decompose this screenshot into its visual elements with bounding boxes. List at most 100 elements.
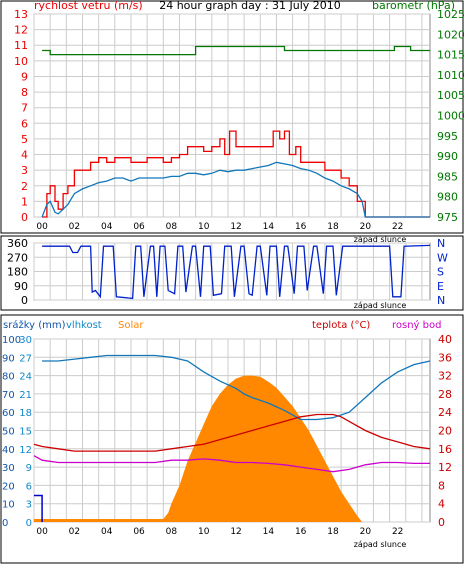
hour-tick-label: 08 bbox=[166, 222, 178, 232]
pressure-tick-label: 995 bbox=[437, 130, 458, 143]
pressure-tick-label: 1015 bbox=[437, 49, 464, 62]
hour-tick-label: 12 bbox=[230, 222, 241, 232]
legend-rain: srážky (mm) bbox=[3, 319, 66, 331]
hour-tick-label: 16 bbox=[295, 222, 307, 232]
humidity-tick-label: 0 bbox=[26, 518, 32, 529]
solar-area bbox=[34, 375, 430, 522]
hour-tick-label: 00 bbox=[36, 222, 48, 232]
rain-tick-label: 60 bbox=[2, 408, 15, 419]
humidity-line bbox=[42, 354, 431, 421]
hour-tick-label: 06 bbox=[133, 527, 145, 537]
rain-tick-label: 0 bbox=[2, 518, 8, 529]
panel-wind-grid bbox=[33, 13, 431, 218]
pressure-tick-label: 1000 bbox=[437, 110, 464, 123]
temperature-tick-label: 8 bbox=[438, 479, 445, 492]
wind-axis-label: rychlost vetru (m/s) bbox=[34, 0, 143, 12]
hour-tick-label: 04 bbox=[101, 222, 113, 232]
pressure-tick-label: 1010 bbox=[437, 69, 464, 82]
hour-tick-label: 12 bbox=[230, 527, 241, 537]
rain-tick-label: 10 bbox=[2, 500, 15, 511]
rain-tick-label: 100 bbox=[2, 335, 21, 346]
pressure-tick-label: 980 bbox=[437, 191, 458, 204]
wind-tick-label: 2 bbox=[21, 180, 28, 193]
direction-tick-label: 0 bbox=[21, 294, 28, 307]
wind-tick-label: 0 bbox=[21, 211, 28, 224]
humidity-tick-label: 9 bbox=[26, 463, 32, 474]
humidity-tick-label: 18 bbox=[19, 408, 32, 419]
compass-tick-label: E bbox=[437, 280, 444, 293]
humidity-tick-label: 3 bbox=[26, 500, 32, 511]
compass-tick-label: N bbox=[437, 294, 445, 307]
direction-tick-label: 270 bbox=[7, 251, 28, 264]
pressure-tick-label: 990 bbox=[437, 150, 458, 163]
hour-tick-label: 18 bbox=[327, 527, 339, 537]
direction-tick-label: 360 bbox=[7, 237, 28, 250]
wind-direction-line bbox=[42, 244, 431, 300]
wind-tick-label: 4 bbox=[21, 149, 28, 162]
temperature-tick-label: 12 bbox=[438, 461, 452, 474]
hour-tick-label: 02 bbox=[69, 222, 80, 232]
wind-tick-label: 6 bbox=[21, 117, 28, 130]
hour-tick-label: 20 bbox=[360, 527, 372, 537]
humidity-tick-label: 6 bbox=[26, 481, 32, 492]
rain-tick-label: 30 bbox=[2, 463, 15, 474]
panel-wind-frame bbox=[0, 0, 464, 234]
compass-tick-label: N bbox=[437, 237, 445, 250]
sunset-label: západ slunce bbox=[354, 301, 407, 310]
hour-tick-label: 06 bbox=[133, 222, 145, 232]
hour-tick-label: 14 bbox=[263, 527, 275, 537]
direction-tick-label: 90 bbox=[14, 280, 28, 293]
humidity-tick-label: 21 bbox=[19, 390, 32, 401]
temperature-tick-label: 20 bbox=[438, 425, 452, 438]
sunset-label: západ slunce bbox=[354, 235, 407, 244]
hour-tick-label: 22 bbox=[392, 527, 403, 537]
hour-tick-label: 18 bbox=[327, 222, 339, 232]
temperature-tick-label: 40 bbox=[438, 333, 452, 346]
hour-tick-label: 20 bbox=[360, 222, 372, 232]
hour-tick-label: 02 bbox=[69, 527, 80, 537]
axis-labels: 0123456789101112139759809859909951000100… bbox=[2, 8, 464, 549]
humidity-tick-label: 12 bbox=[19, 445, 32, 456]
panel-rain-grid bbox=[33, 338, 431, 523]
temperature-tick-label: 28 bbox=[438, 388, 452, 401]
humidity-tick-label: 27 bbox=[19, 353, 32, 364]
temperature-tick-label: 36 bbox=[438, 351, 452, 364]
wind-speed-line bbox=[41, 161, 430, 218]
rain-tick-label: 70 bbox=[2, 390, 15, 401]
panel-rain-frame bbox=[0, 314, 464, 564]
pressure-tick-label: 985 bbox=[437, 170, 458, 183]
wind-tick-label: 9 bbox=[21, 70, 28, 83]
direction-tick-label: 180 bbox=[7, 266, 28, 279]
pressure-axis-label: barometr (hPa) bbox=[372, 0, 455, 12]
panel-direction-series bbox=[42, 244, 431, 300]
hour-tick-label: 22 bbox=[392, 222, 403, 232]
wind-tick-label: 1 bbox=[21, 195, 28, 208]
rain-tick-label: 50 bbox=[2, 427, 15, 438]
legend-temperature: teplota (°C) bbox=[312, 320, 370, 331]
wind-tick-label: 11 bbox=[14, 39, 28, 52]
hour-tick-label: 14 bbox=[263, 222, 275, 232]
pressure-tick-label: 1025 bbox=[437, 8, 464, 21]
wind-gust-line bbox=[42, 130, 430, 218]
wind-tick-label: 12 bbox=[14, 24, 28, 37]
hour-tick-label: 04 bbox=[101, 527, 113, 537]
wind-tick-label: 3 bbox=[21, 164, 28, 177]
temperature-tick-label: 0 bbox=[438, 516, 445, 529]
rain-tick-label: 40 bbox=[2, 445, 15, 456]
hour-tick-label: 10 bbox=[198, 222, 210, 232]
temperature-tick-label: 16 bbox=[438, 443, 452, 456]
pressure-tick-label: 1005 bbox=[437, 89, 464, 102]
hour-tick-label: 08 bbox=[166, 527, 178, 537]
wind-tick-label: 7 bbox=[21, 102, 28, 115]
temperature-tick-label: 4 bbox=[438, 498, 445, 511]
rain-tick-label: 20 bbox=[2, 481, 15, 492]
pressure-tick-label: 975 bbox=[437, 211, 458, 224]
wind-tick-label: 13 bbox=[14, 8, 28, 21]
rain-tick-label: 80 bbox=[2, 372, 15, 383]
panel-rain-series bbox=[33, 354, 431, 522]
wind-tick-label: 5 bbox=[21, 133, 28, 146]
pressure-tick-label: 1020 bbox=[437, 28, 464, 41]
hour-tick-label: 16 bbox=[295, 527, 307, 537]
